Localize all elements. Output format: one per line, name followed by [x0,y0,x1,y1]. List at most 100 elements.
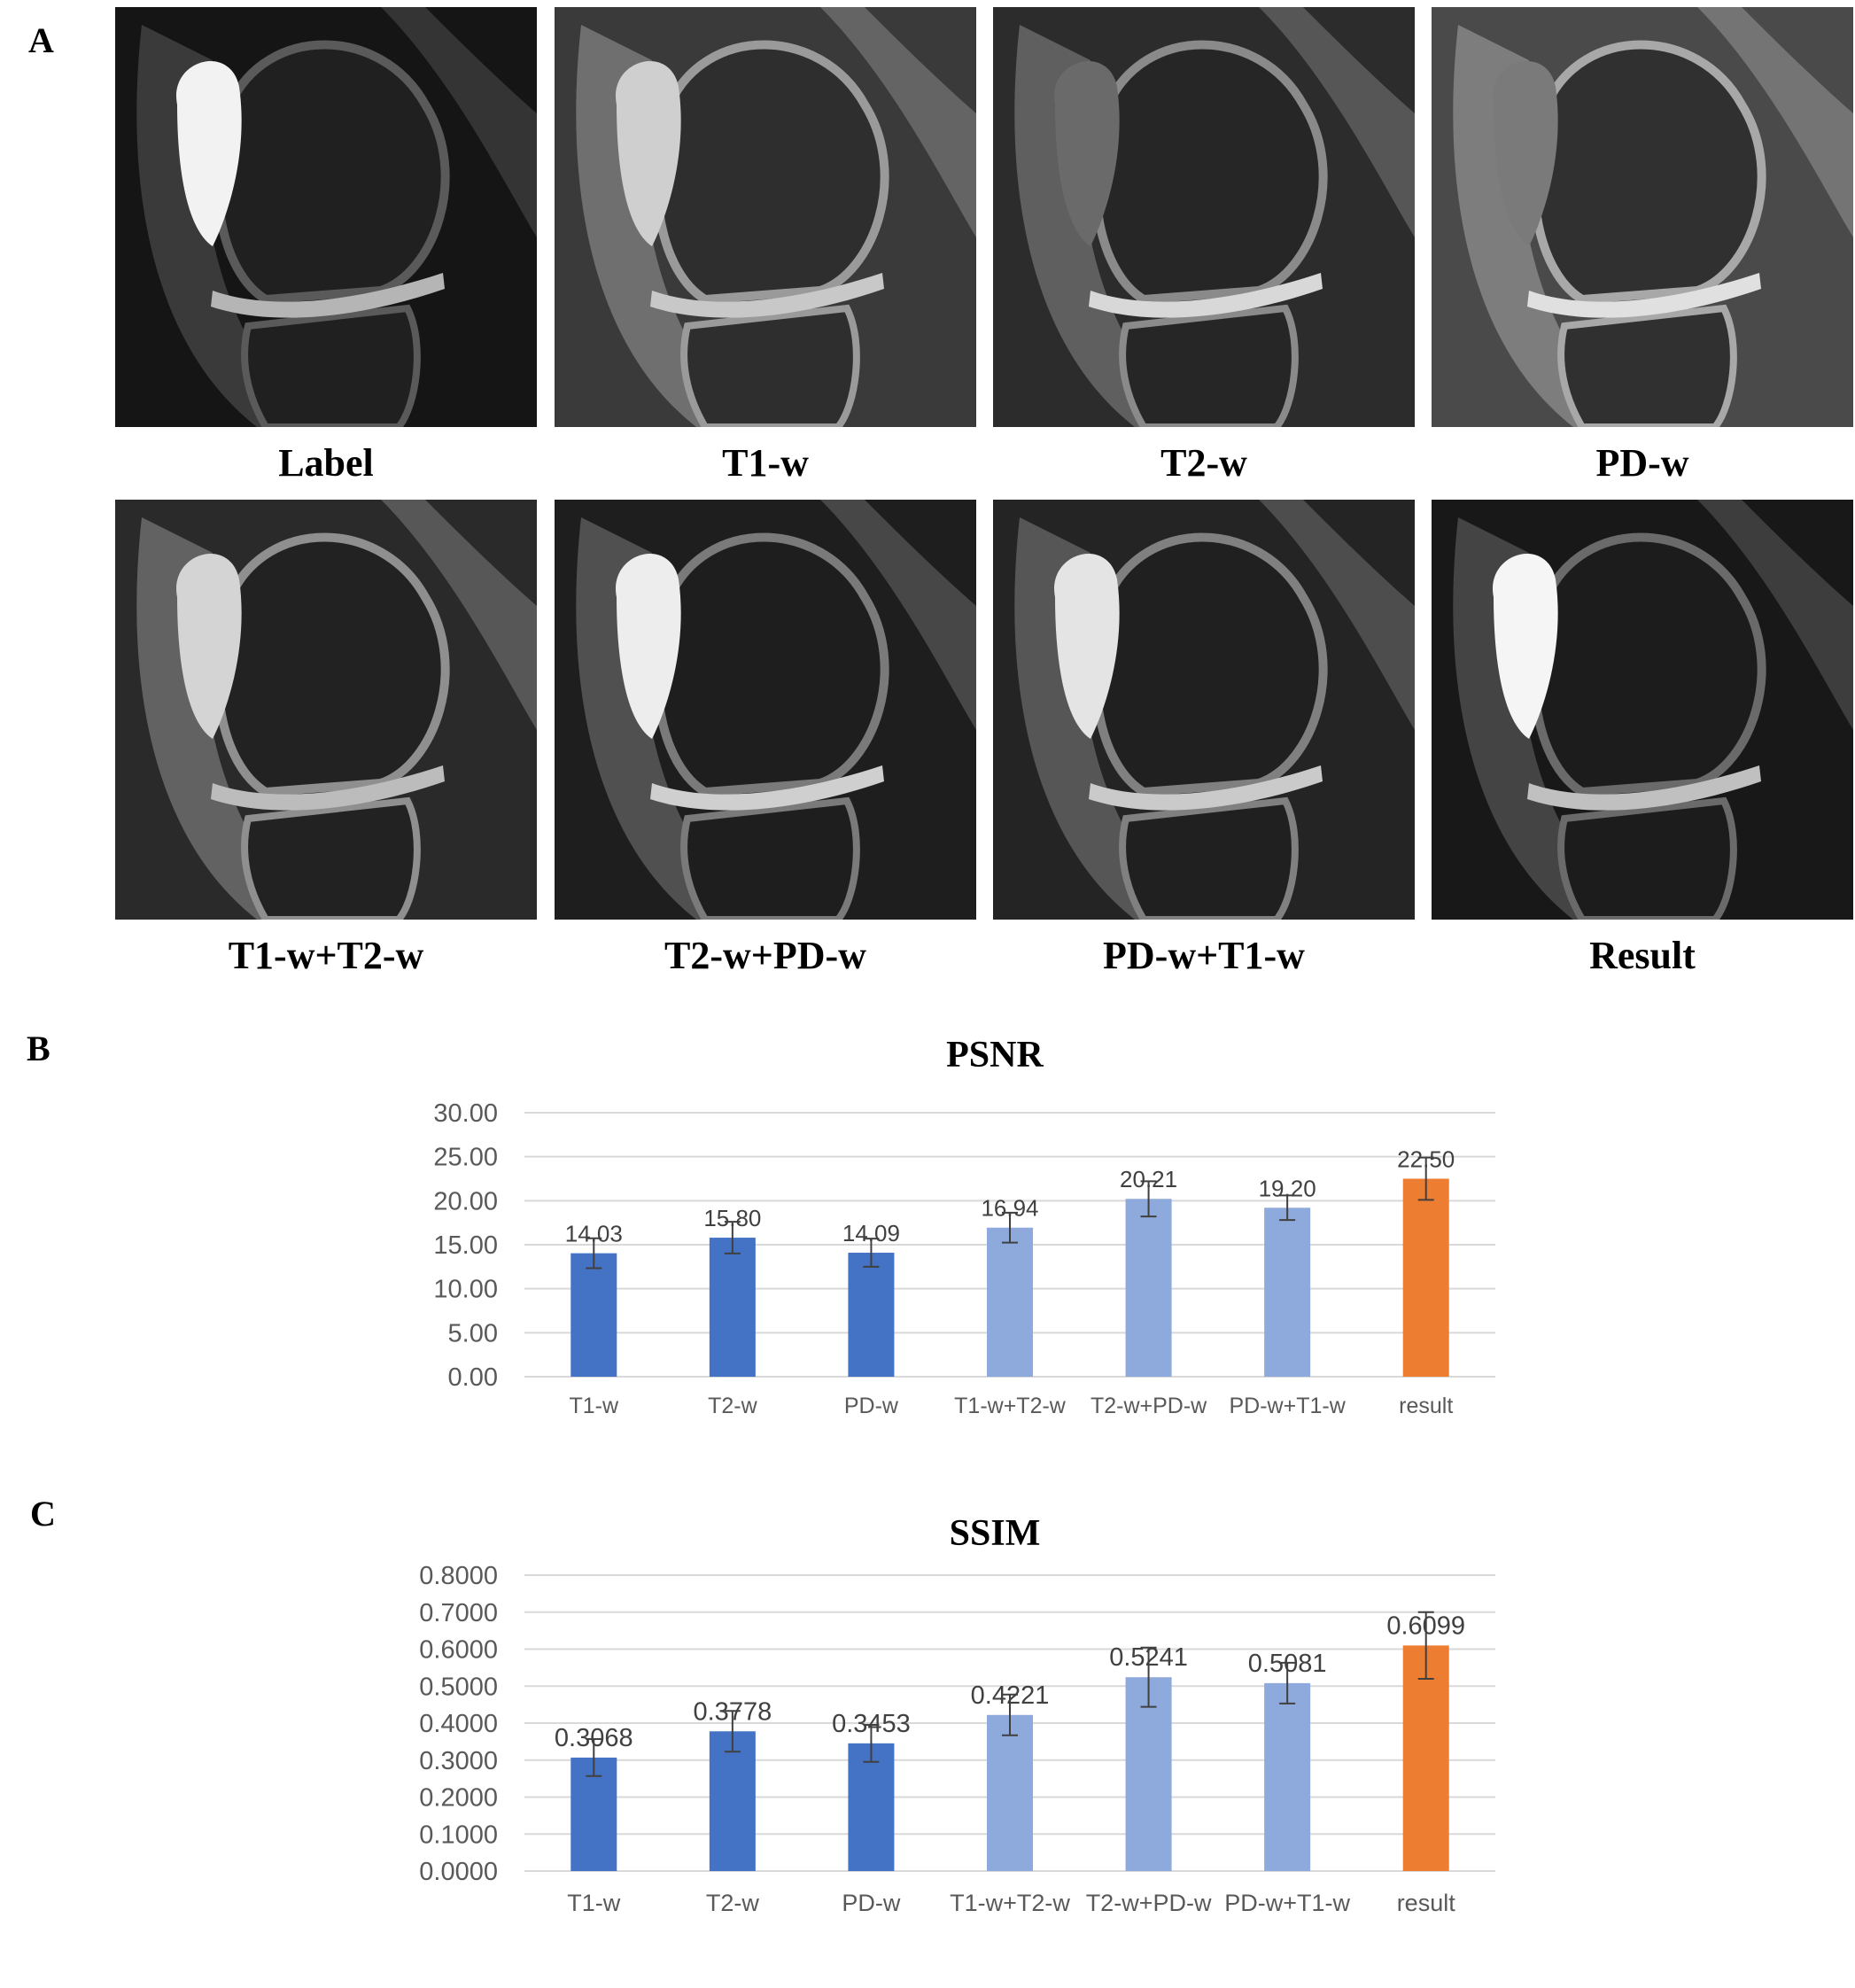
data-label: 0.4221 [971,1681,1050,1710]
data-label: 20.21 [1120,1166,1177,1192]
data-label: 0.3453 [832,1710,911,1738]
y-tick-label: 10.00 [433,1276,498,1304]
mri-slice-drawing [993,500,1415,920]
data-label: 14.09 [842,1220,900,1246]
y-tick-label: 0.0000 [419,1858,498,1886]
bar-t1-w [570,1253,617,1377]
error-bar [1002,1693,1018,1736]
y-tick-label: 0.2000 [419,1784,498,1813]
y-tick-label: 15.00 [433,1231,498,1260]
mri-slice-drawing [115,500,537,920]
y-tick-label: 0.3000 [419,1747,498,1775]
error-bar [1417,1156,1434,1201]
y-tick-label: 5.00 [448,1319,498,1347]
bar-t2-w-pd-w [1125,1199,1172,1377]
mri-t2w-image [993,7,1415,427]
mri-slice-drawing [555,500,976,920]
y-tick-label: 0.8000 [419,1562,498,1590]
y-tick-label: 0.00 [448,1363,498,1392]
x-tick-label: T2-w+PD-w [1090,1394,1207,1418]
caption-t2w-pdw: T2-w+PD-w [664,934,866,977]
data-label: 0.5081 [1248,1650,1327,1678]
error-bar [724,1710,741,1753]
ssim-bar-chart: 0.0000 0.1000 0.2000 0.3000 0.4000 0.5000 0.60… [419,1562,1495,1916]
bar-result [1402,1178,1449,1377]
panel-label-a: A [28,20,54,60]
error-bar [1417,1611,1434,1680]
x-tick-label: T2-w [708,1394,758,1418]
x-tick-label: PD-w [844,1394,899,1418]
data-label: 0.6099 [1386,1611,1465,1640]
x-tick-label: PD-w+T1-w [1224,1890,1350,1916]
mri-label-image [115,7,537,427]
y-tick-label: 0.7000 [419,1599,498,1627]
psnr-chart-title: PSNR [946,1035,1044,1076]
mri-slice-drawing [555,7,976,427]
y-tick-label: 0.4000 [419,1710,498,1738]
bar-pd-w [848,1253,895,1377]
error-bar [1140,1646,1157,1708]
data-label: 19.20 [1259,1175,1316,1201]
bar-t2-w [709,1731,756,1871]
caption-t1w-t2w: T1-w+T2-w [228,934,424,977]
error-bar [724,1221,741,1254]
mri-slice-drawing [1432,500,1853,920]
error-bar [863,1723,880,1763]
mri-t1w-t2w-image [115,500,537,920]
error-bar [1002,1211,1018,1244]
x-tick-label: T2-w [706,1890,760,1916]
caption-pdw: PD-w [1595,441,1689,485]
y-tick-label: 25.00 [433,1144,498,1172]
error-bar [863,1238,880,1268]
bar-t1-w-t2-w [987,1227,1033,1377]
error-bar [1279,1194,1296,1222]
caption-t2w: T2-w [1160,441,1247,485]
mri-pdw-t1w-image [993,500,1415,920]
y-tick-label: 0.5000 [419,1673,498,1701]
caption-label: Label [278,441,374,485]
data-label: 0.3068 [555,1724,633,1752]
bar-t1-w-t2-w [987,1714,1033,1871]
error-bar [586,1738,602,1777]
caption-pdw-t1w: PD-w+T1-w [1103,934,1305,977]
x-tick-label: T1-w+T2-w [950,1890,1070,1916]
caption-t1w: T1-w [722,441,809,485]
mri-pdw-image [1432,7,1853,427]
caption-result: Result [1589,934,1696,977]
bar-pd-w [848,1743,895,1871]
x-tick-label: PD-w [842,1890,900,1916]
error-bar [1279,1661,1296,1705]
x-tick-label: result [1399,1394,1453,1418]
x-tick-label: PD-w+T1-w [1230,1394,1347,1418]
y-tick-label: 0.1000 [419,1821,498,1849]
data-label: 15.80 [703,1205,761,1231]
x-tick-label: T1-w+T2-w [954,1394,1067,1418]
mri-slice-drawing [993,7,1415,427]
bar-t2-w [709,1238,756,1377]
panel-label-b: B [27,1029,50,1068]
error-bar [1140,1180,1157,1218]
psnr-bar-chart: 0.00 5.00 10.00 15.00 20.00 25.00 30.00 14.03 T1… [433,1099,1495,1418]
mri-t1w-image [555,7,976,427]
x-tick-label: T1-w [570,1394,620,1418]
x-tick-label: T2-w+PD-w [1086,1890,1212,1916]
data-label: 22.50 [1397,1146,1455,1173]
mri-slice-drawing [1432,7,1853,427]
bar-result [1402,1645,1449,1871]
bar-pd-w-t1-w [1264,1208,1311,1377]
panel-label-c: C [30,1494,56,1534]
mri-result-image [1432,500,1853,920]
x-tick-label: result [1397,1890,1456,1916]
y-tick-label: 20.00 [433,1187,498,1215]
x-tick-label: T1-w [567,1890,621,1916]
data-label: 0.5241 [1109,1643,1188,1672]
bar-pd-w-t1-w [1264,1682,1311,1871]
ssim-chart-title: SSIM [949,1513,1041,1554]
y-tick-label: 30.00 [433,1099,498,1128]
mri-slice-drawing [115,7,537,427]
bar-t2-w-pd-w [1125,1677,1172,1871]
y-tick-label: 0.6000 [419,1636,498,1665]
data-label: 14.03 [565,1221,623,1247]
error-bar [586,1237,602,1270]
data-label: 0.3778 [694,1697,772,1726]
